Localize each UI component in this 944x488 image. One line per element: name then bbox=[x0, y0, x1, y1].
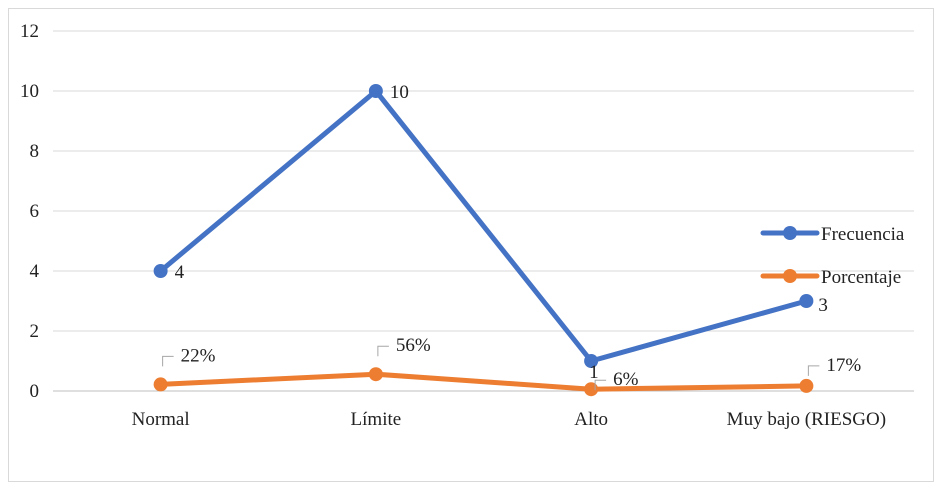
leader-line bbox=[807, 365, 820, 376]
data-point bbox=[368, 84, 383, 98]
y-tick-label: 8 bbox=[30, 141, 40, 162]
x-axis-ticks: Normal Límite Alto Muy bajo (RIESGO) bbox=[132, 409, 886, 430]
data-point bbox=[584, 382, 599, 397]
data-label: 4 bbox=[175, 262, 185, 283]
legend: Frecuencia Porcentaje bbox=[760, 224, 905, 288]
data-labels: 4 10 1 3 22% 56% 6% 17% bbox=[162, 82, 861, 391]
x-tick-label: Normal bbox=[132, 409, 190, 430]
line-chart: 0 2 4 6 8 10 12 Normal Límite Alto Muy bajo (RIES… bbox=[20, 21, 914, 430]
data-label: 22% bbox=[181, 345, 216, 366]
data-point bbox=[584, 354, 599, 368]
y-tick-label: 0 bbox=[30, 381, 40, 402]
x-tick-label: Alto bbox=[574, 409, 608, 430]
legend-label: Frecuencia bbox=[821, 224, 905, 245]
data-point bbox=[799, 294, 814, 308]
data-point bbox=[153, 264, 168, 278]
leader-line bbox=[162, 355, 174, 367]
data-label: 3 bbox=[818, 295, 828, 316]
legend-marker bbox=[783, 226, 797, 240]
legend-marker bbox=[783, 269, 797, 283]
data-label: 10 bbox=[390, 82, 409, 103]
chart-frame: 0 2 4 6 8 10 12 Normal Límite Alto Muy bajo (RIES… bbox=[8, 8, 934, 482]
y-tick-label: 6 bbox=[30, 201, 40, 222]
data-label: 6% bbox=[613, 369, 639, 390]
legend-label: Porcentaje bbox=[821, 267, 901, 288]
y-axis-ticks: 0 2 4 6 8 10 12 bbox=[20, 21, 40, 402]
series-layer bbox=[153, 84, 814, 397]
gridlines bbox=[53, 30, 914, 392]
data-label: 17% bbox=[826, 355, 861, 376]
data-point bbox=[368, 367, 383, 382]
series-line-frecuencia bbox=[158, 88, 809, 364]
data-point bbox=[153, 377, 168, 392]
data-label: 56% bbox=[396, 335, 431, 356]
series-line-porcentaje bbox=[158, 371, 809, 392]
y-tick-label: 2 bbox=[30, 321, 40, 342]
y-tick-label: 10 bbox=[20, 81, 39, 102]
y-tick-label: 4 bbox=[30, 261, 40, 282]
x-tick-label: Límite bbox=[351, 409, 402, 430]
x-tick-label: Muy bajo (RIESGO) bbox=[727, 409, 886, 430]
data-point bbox=[799, 378, 814, 393]
y-tick-label: 12 bbox=[20, 21, 39, 42]
leader-line bbox=[377, 345, 389, 357]
data-label: 1 bbox=[589, 362, 599, 383]
leader-line bbox=[594, 379, 607, 391]
